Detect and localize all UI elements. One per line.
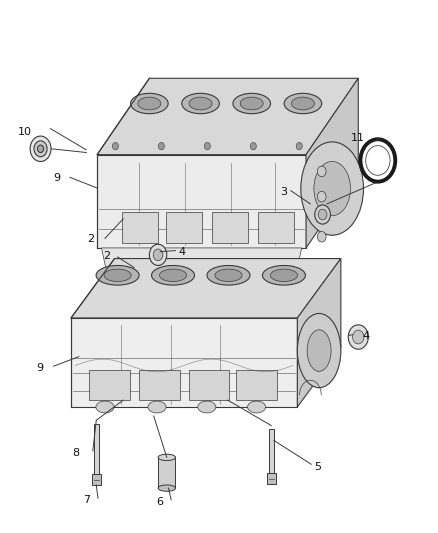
Polygon shape	[71, 318, 297, 407]
Bar	[94, 424, 99, 475]
Text: 8: 8	[73, 448, 80, 458]
Text: 11: 11	[350, 133, 364, 143]
Polygon shape	[97, 78, 358, 155]
Circle shape	[353, 330, 364, 344]
Ellipse shape	[314, 161, 350, 216]
Text: 9: 9	[53, 173, 60, 183]
Bar	[122, 212, 158, 243]
Ellipse shape	[96, 265, 139, 285]
Bar	[258, 212, 293, 243]
Ellipse shape	[131, 93, 168, 114]
Bar	[236, 370, 277, 400]
Circle shape	[296, 142, 302, 150]
Circle shape	[318, 191, 326, 202]
Text: 9: 9	[36, 363, 43, 373]
Ellipse shape	[301, 142, 364, 235]
Circle shape	[34, 141, 47, 157]
Text: 7: 7	[83, 495, 90, 505]
Circle shape	[204, 142, 210, 150]
Circle shape	[318, 209, 327, 220]
Polygon shape	[97, 155, 306, 248]
Bar	[158, 457, 176, 488]
Ellipse shape	[159, 269, 187, 281]
Circle shape	[113, 142, 118, 150]
Circle shape	[318, 231, 326, 242]
Ellipse shape	[240, 97, 263, 110]
Circle shape	[348, 325, 368, 349]
Circle shape	[158, 142, 164, 150]
Text: 3: 3	[280, 187, 287, 197]
Ellipse shape	[189, 97, 212, 110]
Text: 6: 6	[156, 497, 163, 507]
Polygon shape	[306, 78, 358, 248]
Ellipse shape	[148, 401, 166, 413]
Ellipse shape	[270, 269, 297, 281]
Circle shape	[30, 136, 51, 161]
Circle shape	[315, 205, 330, 224]
Bar	[139, 370, 180, 400]
Circle shape	[149, 244, 167, 265]
Ellipse shape	[198, 401, 216, 413]
Text: 10: 10	[18, 127, 32, 138]
Bar	[212, 212, 247, 243]
Polygon shape	[297, 259, 341, 407]
Ellipse shape	[284, 93, 322, 114]
Ellipse shape	[158, 485, 176, 491]
Ellipse shape	[247, 401, 266, 413]
Ellipse shape	[96, 401, 114, 413]
Polygon shape	[71, 259, 341, 318]
Ellipse shape	[138, 97, 161, 110]
Ellipse shape	[182, 93, 219, 114]
Polygon shape	[102, 248, 302, 268]
Bar	[166, 212, 201, 243]
Ellipse shape	[207, 265, 250, 285]
Circle shape	[38, 145, 44, 152]
Ellipse shape	[291, 97, 314, 110]
Bar	[267, 473, 276, 484]
Text: 4: 4	[363, 331, 370, 341]
Text: 5: 5	[314, 463, 321, 472]
Ellipse shape	[104, 269, 131, 281]
Circle shape	[153, 249, 163, 261]
Circle shape	[250, 142, 256, 150]
Text: 4: 4	[178, 247, 186, 257]
Ellipse shape	[158, 454, 176, 461]
Bar	[89, 370, 130, 400]
Ellipse shape	[307, 330, 331, 372]
Ellipse shape	[262, 265, 305, 285]
Bar	[268, 429, 274, 474]
Ellipse shape	[152, 265, 194, 285]
Text: 2: 2	[103, 252, 110, 261]
Text: 2: 2	[87, 235, 94, 245]
Bar	[189, 370, 230, 400]
Ellipse shape	[215, 269, 242, 281]
Circle shape	[318, 166, 326, 177]
Bar	[92, 474, 101, 485]
Ellipse shape	[233, 93, 271, 114]
Ellipse shape	[297, 313, 341, 387]
